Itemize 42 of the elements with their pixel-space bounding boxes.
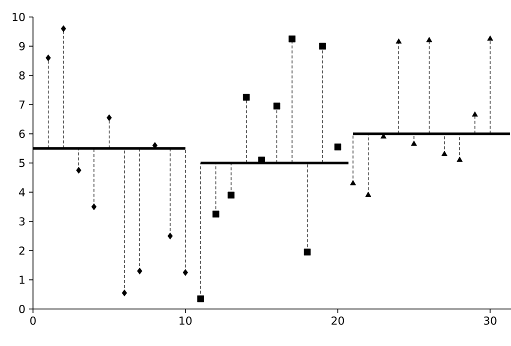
x-tick-label: 10 (180, 316, 192, 325)
y-tick-label: 5 (19, 158, 25, 168)
y-tick-label: 0 (19, 304, 25, 314)
point (319, 42, 326, 50)
x-tick-label: 0 (30, 316, 36, 325)
point (273, 102, 280, 110)
y-tick-label: 4 (19, 188, 25, 196)
point (91, 203, 97, 210)
y-tick-label: 1 (20, 276, 24, 284)
point (137, 268, 142, 274)
point (168, 232, 173, 240)
point (288, 36, 296, 42)
y-tick-label: 6 (19, 130, 25, 138)
point (487, 36, 494, 41)
x-tick-label: 30 (484, 316, 496, 325)
point (350, 180, 356, 186)
y-tick-label: 3 (19, 217, 25, 226)
point (441, 150, 448, 156)
y-tick-label: 8 (19, 71, 25, 80)
y-tick-label: 9 (19, 42, 25, 50)
point (426, 36, 432, 42)
point (228, 192, 234, 199)
point (410, 140, 417, 146)
point (182, 269, 188, 276)
y-tick-label: 2 (19, 246, 24, 255)
y-tick-label: 10 (12, 12, 25, 22)
point (46, 54, 51, 62)
point (472, 111, 478, 117)
point (396, 38, 402, 44)
point (60, 25, 66, 32)
y-tick-label: 7 (19, 100, 25, 109)
point (76, 166, 82, 174)
point (365, 192, 372, 197)
point (334, 144, 342, 150)
x-tick-label: 20 (332, 316, 344, 325)
point (456, 156, 463, 162)
point (304, 248, 311, 256)
point (122, 290, 128, 296)
point (212, 210, 220, 218)
point (197, 295, 204, 302)
point (242, 94, 250, 101)
point (106, 114, 112, 122)
